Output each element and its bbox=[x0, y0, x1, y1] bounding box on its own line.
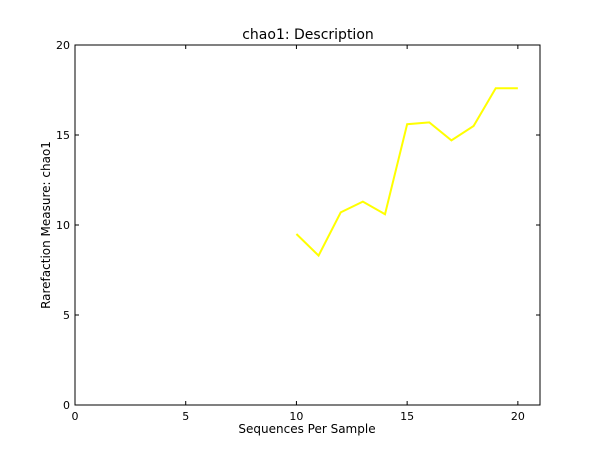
y-tick-label: 20 bbox=[56, 39, 70, 52]
y-tick-label: 5 bbox=[63, 309, 70, 322]
series-line bbox=[295, 87, 518, 258]
y-tick-label: 0 bbox=[63, 399, 70, 412]
y-tick-label: 15 bbox=[56, 129, 70, 142]
axis-ticks: 0 5 10 15 20 0 5 10 15 20 bbox=[56, 39, 540, 423]
x-tick-label: 5 bbox=[182, 410, 189, 423]
y-axis-label: Rarefaction Measure: chao1 bbox=[39, 141, 53, 309]
x-tick-label: 0 bbox=[72, 410, 79, 423]
y-tick-label: 10 bbox=[56, 219, 70, 232]
series-group bbox=[295, 87, 518, 258]
x-tick-label: 20 bbox=[511, 410, 525, 423]
x-axis-label: Sequences Per Sample bbox=[238, 422, 375, 436]
x-tick-label: 10 bbox=[289, 410, 303, 423]
x-tick-label: 15 bbox=[400, 410, 414, 423]
plot-area bbox=[74, 44, 541, 406]
chart-title: chao1: Description bbox=[242, 27, 374, 43]
